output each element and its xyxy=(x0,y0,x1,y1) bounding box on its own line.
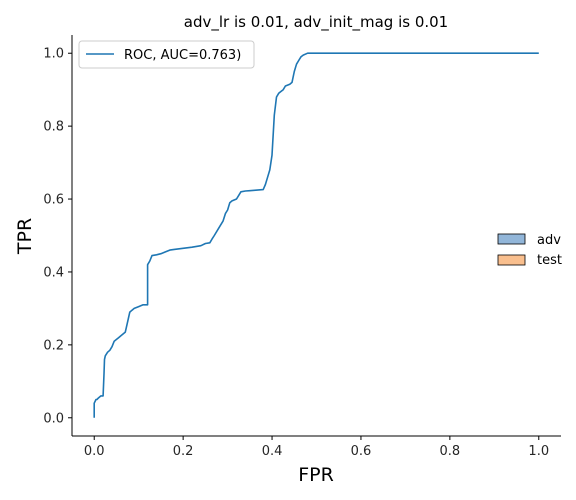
x-tick-label: 0.8 xyxy=(440,444,461,459)
x-tick-label: 0.2 xyxy=(173,444,194,459)
x-tick-label: 0.6 xyxy=(351,444,372,459)
side-legend-test-label: test xyxy=(537,253,562,268)
x-tick-label: 1.0 xyxy=(528,444,549,459)
side-legend-test-swatch xyxy=(497,254,526,266)
roc-curve-series-0 xyxy=(93,52,539,418)
y-tick-label: 0.6 xyxy=(43,193,64,208)
x-axis-label: FPR xyxy=(298,464,334,486)
y-tick-label: 0.0 xyxy=(43,411,64,426)
x-tick-label: 0.0 xyxy=(84,444,105,459)
y-tick-label: 1.0 xyxy=(43,47,64,62)
plot-area: 0.0 0.2 0.4 0.6 0.8 1.0 0.0 0.2 0.4 0.6 0.8 1.0 xyxy=(43,47,549,459)
chart-title: adv_lr is 0.01, adv_init_mag is 0.01 xyxy=(184,13,448,32)
y-tick-label: 0.8 xyxy=(43,120,64,135)
x-tick-label: 0.4 xyxy=(262,444,283,459)
side-legend-adv-swatch xyxy=(497,233,526,245)
side-legend-adv-label: adv xyxy=(537,233,561,248)
side-legend: adv test xyxy=(497,233,562,268)
y-tick-label: 0.4 xyxy=(43,265,64,280)
roc-legend: ROC, AUC=0.763) xyxy=(78,40,255,69)
y-axis-label: TPR xyxy=(14,218,36,255)
roc-legend-label: ROC, AUC=0.763) xyxy=(124,48,241,63)
roc-legend-box xyxy=(78,40,255,69)
y-tick-label: 0.2 xyxy=(43,338,64,353)
